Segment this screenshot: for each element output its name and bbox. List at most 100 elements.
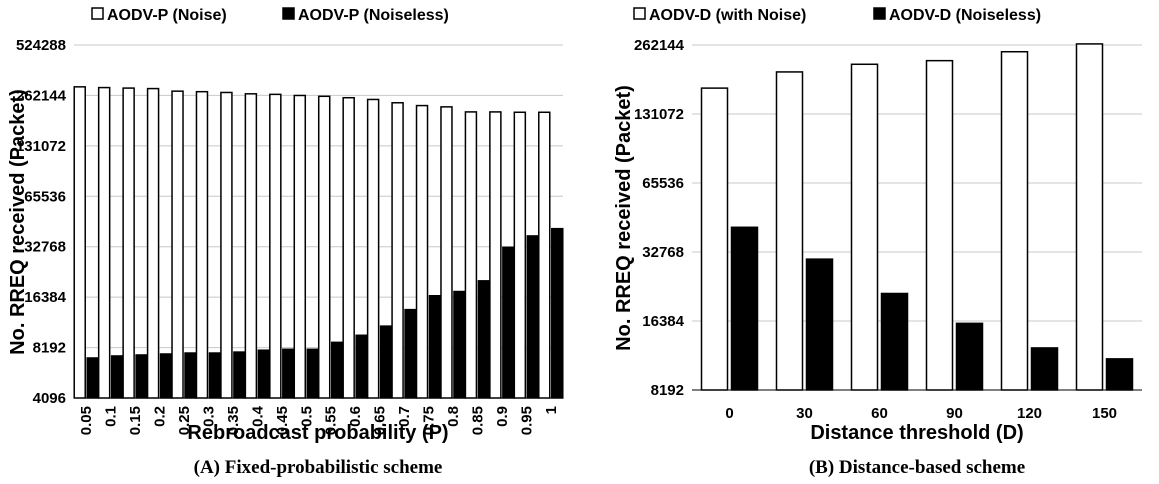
chart2-x-tick-label: 60: [871, 405, 888, 422]
chart2-x-tick-label: 90: [946, 405, 963, 422]
chart1-bar-noise: [171, 90, 184, 399]
chart2-bar-noise: [1075, 43, 1104, 391]
chart2-y-tick-label: 8192: [651, 382, 684, 399]
chart1-bar-noise: [195, 90, 209, 399]
chart1-caption: (A) Fixed-probabilistic scheme: [194, 457, 443, 478]
chart1-x-tick-label: 0.1: [103, 406, 120, 427]
chart1-y-tick-label: 524288: [16, 37, 66, 54]
chart2-bar-noiseless: [1105, 358, 1134, 391]
chart2-x-tick-label: 0: [725, 405, 733, 422]
chart1-bar-noiseless: [428, 295, 442, 399]
chart1-bar-noise: [513, 111, 527, 399]
chart1-bar-noiseless: [159, 353, 173, 399]
chart1-x-tick-label: 1: [543, 406, 560, 414]
chart1-bar-noiseless: [86, 357, 99, 399]
chart1-x-tick-label: 0.15: [127, 406, 144, 435]
chart2-bar-noiseless: [805, 258, 834, 391]
chart1-legend-label-AODV-P-noise: AODV-P (Noise): [107, 7, 227, 24]
chart1-x-tick-label: 0.3: [200, 406, 217, 427]
chart2-bar-noiseless: [955, 322, 984, 391]
chart2-bar-noiseless: [730, 226, 759, 391]
chart1-x-tick-label: 0.85: [469, 406, 486, 435]
chart1-x-tick-label: 0.65: [372, 406, 389, 435]
chart1-y-tick-label: 262144: [16, 87, 67, 104]
chart1-y-tick-label: 8192: [33, 340, 66, 357]
chart1-legend-swatch-AODV-P-noiseless: [282, 7, 295, 20]
chart1-bar-noiseless: [551, 227, 564, 399]
chart1-x-tick-label: 0.9: [494, 406, 511, 427]
chart1-bar-noise: [538, 111, 551, 399]
chart1-bar-noiseless: [257, 349, 271, 399]
chart1-bar-noise: [293, 94, 307, 399]
chart1-bar-noise: [244, 93, 258, 399]
chart1-bar-noise: [415, 104, 429, 399]
chart1-x-tick-label: 0.25: [176, 406, 193, 435]
chart1-y-tick-label: 131072: [16, 138, 66, 155]
chart2-x-tick-label: 120: [1017, 405, 1042, 422]
chart1-bar-noiseless: [330, 341, 344, 399]
chart1-bar-noise: [97, 86, 111, 399]
chart1-bar-noise: [440, 106, 453, 399]
chart1-x-tick-label: 0.05: [78, 406, 95, 435]
chart2-legend-swatch-AODV-D-noise: [633, 7, 646, 20]
chart1-bar-noiseless: [355, 334, 368, 399]
chart1-bar-noise: [342, 96, 355, 399]
chart1-bar-noiseless: [110, 355, 124, 399]
chart2-legend-label-AODV-D-noiseless: AODV-D (Noiseless): [889, 7, 1041, 24]
chart1-bar-noiseless: [379, 325, 393, 399]
chart2-y-axis-title: No. RREQ received (Packet): [613, 85, 635, 351]
chart2-bar-noiseless: [1030, 347, 1059, 391]
chart1-x-tick-label: 0.6: [347, 406, 364, 427]
chart1-y-tick-label: 32768: [24, 239, 66, 256]
chart2-y-tick-label: 32768: [642, 244, 684, 261]
chart1-x-tick-label: 0.4: [249, 405, 266, 427]
chart1-bar-noiseless: [526, 235, 540, 399]
chart1-bar-noise: [489, 111, 502, 399]
chart2-caption: (B) Distance-based scheme: [809, 457, 1025, 478]
chart1-y-tick-label: 65536: [24, 188, 66, 205]
chart1-bar-noiseless: [477, 280, 491, 399]
chart1-bar-noiseless: [208, 352, 222, 399]
chart1-x-tick-label: 0.45: [274, 406, 291, 435]
chart1-y-axis-title: No. RREQ received (Packet): [7, 89, 29, 355]
chart2-y-tick-label: 65536: [642, 175, 684, 192]
chart1-x-tick-label: 0.75: [421, 406, 438, 435]
chart2-legend-swatch-AODV-D-noiseless: [873, 7, 886, 20]
chart1-bar-noise: [366, 98, 380, 399]
chart1-bar-noise: [146, 87, 160, 399]
chart2-y-tick-label: 262144: [634, 37, 685, 54]
chart2-legend-label-AODV-D-noise: AODV-D (with Noise): [649, 7, 806, 24]
chart2-x-axis-title: Distance threshold (D): [810, 422, 1023, 444]
chart1-bar-noiseless: [502, 246, 515, 399]
chart2-y-tick-label: 131072: [634, 106, 684, 123]
chart1-x-tick-label: 0.8: [445, 406, 462, 427]
chart1-bar-noiseless: [306, 348, 320, 399]
chart1-x-tick-label: 0.95: [518, 406, 535, 435]
chart1-bar-noiseless: [184, 352, 197, 399]
chart1-bar-noise: [464, 111, 478, 399]
chart2-bar-noiseless: [880, 292, 909, 391]
chart1-y-tick-label: 4096: [33, 390, 66, 407]
chart2-bar-noise: [850, 63, 879, 391]
chart2-bar-noise: [925, 59, 954, 391]
chart1-bar-noiseless: [135, 354, 148, 399]
chart1-bar-noiseless: [233, 351, 246, 399]
chart1-legend-swatch-AODV-P-noise: [91, 7, 104, 20]
chart1-legend-label-AODV-P-noiseless: AODV-P (Noiseless): [298, 7, 449, 24]
chart1-bar-noiseless: [404, 308, 417, 399]
chart1-bar-noiseless: [282, 348, 295, 399]
chart2-x-tick-label: 30: [796, 405, 813, 422]
chart1-x-tick-label: 0.55: [323, 406, 340, 435]
chart1-x-axis-title: Rebroadcast probability (P): [187, 422, 448, 444]
chart1-bar-noise: [220, 91, 233, 399]
chart1-x-tick-label: 0.2: [152, 406, 169, 427]
chart1-bar-noise: [122, 87, 135, 399]
chart2-y-tick-label: 16384: [642, 313, 684, 330]
chart2-bar-noise: [775, 71, 804, 391]
chart1-x-tick-label: 0.7: [396, 406, 413, 427]
chart1-bar-noise: [391, 102, 404, 399]
chart1-bar-noiseless: [453, 290, 466, 399]
chart1-x-tick-label: 0.5: [298, 406, 315, 427]
chart2-x-tick-label: 150: [1092, 405, 1117, 422]
